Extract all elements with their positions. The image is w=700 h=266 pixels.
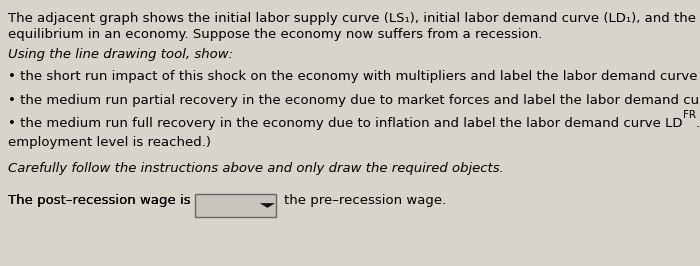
- Text: FR: FR: [683, 110, 696, 120]
- Text: the pre–recession wage.: the pre–recession wage.: [284, 194, 446, 207]
- Text: • the medium run partial recovery in the economy due to market forces and label : • the medium run partial recovery in the…: [8, 94, 700, 107]
- Text: . (Assume the full: . (Assume the full: [696, 117, 700, 130]
- Text: The adjacent graph shows the initial labor supply curve (LS₁), initial labor dem: The adjacent graph shows the initial lab…: [8, 12, 700, 25]
- Text: employment level is reached.): employment level is reached.): [8, 136, 211, 149]
- Text: The post–recession wage is: The post–recession wage is: [8, 194, 191, 207]
- Polygon shape: [260, 203, 275, 208]
- Text: Using the line drawing tool, show:: Using the line drawing tool, show:: [8, 48, 234, 61]
- Text: The post–recession wage is: The post–recession wage is: [8, 194, 191, 207]
- Text: Carefully follow the instructions above and only draw the required objects.: Carefully follow the instructions above …: [8, 162, 504, 175]
- Bar: [195, 194, 276, 217]
- Text: • the short run impact of this shock on the economy with multipliers and label t: • the short run impact of this shock on …: [8, 70, 700, 84]
- Text: equilibrium in an economy. Suppose the economy now suffers from a recession.: equilibrium in an economy. Suppose the e…: [8, 28, 542, 41]
- Text: • the medium run full recovery in the economy due to inflation and label the lab: • the medium run full recovery in the ec…: [8, 117, 683, 130]
